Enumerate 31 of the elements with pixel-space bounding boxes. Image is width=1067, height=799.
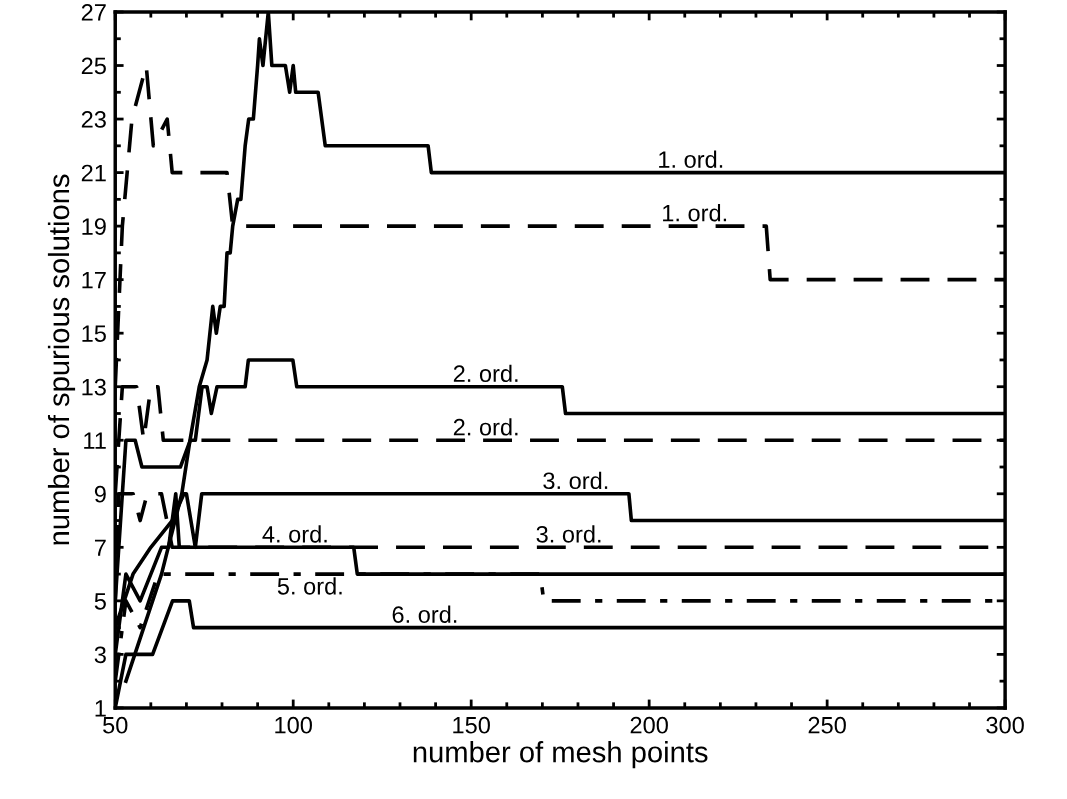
y-tick-label: 23 — [81, 111, 106, 128]
y-tick-label: 7 — [94, 539, 106, 556]
annotation: 6. ord. — [392, 605, 457, 623]
annotation: 3. ord. — [536, 525, 601, 543]
y-tick-label: 27 — [81, 4, 106, 21]
x-tick-label: 250 — [808, 716, 846, 734]
x-tick-label: 100 — [275, 716, 312, 734]
x-tick-label: 50 — [103, 716, 128, 734]
annotation: 1. ord. — [663, 204, 727, 222]
annotation: 5. ord. — [277, 577, 342, 595]
x-tick-label: 300 — [986, 716, 1024, 734]
x-axis-title: number of mesh points — [413, 741, 708, 769]
y-tick-label: 21 — [81, 164, 106, 182]
annotation: 2. ord. — [453, 364, 518, 383]
y-tick-label: 13 — [82, 378, 106, 396]
y-tick-label: 9 — [94, 485, 106, 503]
y-tick-label: 5 — [94, 593, 106, 610]
y-tick-label: 11 — [84, 432, 106, 449]
y-tick-label: 15 — [82, 325, 106, 342]
x-tick-label: 150 — [453, 716, 490, 734]
annotation: 3. ord. — [543, 471, 608, 490]
annotation: 4. ord. — [262, 525, 327, 543]
y-tick-label: 17 — [82, 271, 106, 289]
y-axis-title: number of spurious solutions — [47, 174, 76, 545]
x-tick-label: 200 — [630, 716, 668, 734]
y-tick-label: 1 — [95, 700, 106, 717]
y-tick-label: 25 — [81, 57, 106, 75]
annotation: 2. ord. — [453, 418, 518, 436]
y-tick-label: 19 — [82, 218, 106, 235]
annotation: 1. ord. — [659, 150, 723, 168]
y-tick-label: 3 — [94, 646, 106, 664]
